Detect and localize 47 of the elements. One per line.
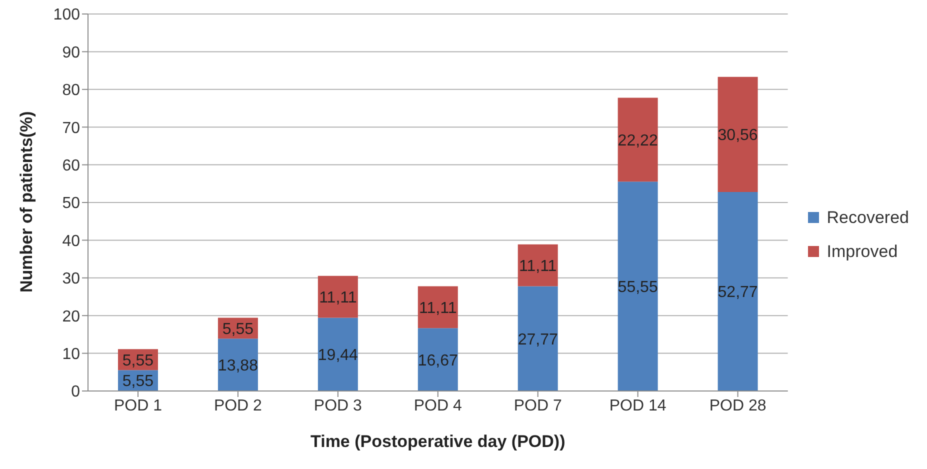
y-tick-label: 30	[62, 270, 80, 288]
bar	[518, 244, 558, 286]
bar	[718, 192, 758, 391]
x-tick-label: POD 4	[414, 397, 462, 414]
bar	[618, 182, 658, 391]
y-tick-label: 100	[53, 6, 80, 24]
data-label: 16,67	[418, 352, 458, 370]
data-label: 5,55	[222, 320, 254, 338]
data-label: 5,55	[122, 373, 154, 390]
data-label: 55,55	[618, 278, 658, 296]
y-tick-label: 40	[62, 232, 80, 250]
data-label: 11,11	[519, 258, 557, 276]
data-label: 19,44	[318, 347, 358, 364]
data-label: 5,55	[122, 352, 154, 370]
y-tick-label: 90	[62, 44, 80, 62]
x-tick-label: POD 3	[314, 397, 362, 414]
bar	[418, 328, 458, 391]
x-tick-label: POD 2	[214, 397, 262, 414]
data-label: 22,22	[618, 132, 658, 150]
data-label: 27,77	[518, 331, 558, 348]
bar	[318, 318, 358, 391]
x-tick-label: POD 7	[514, 397, 562, 414]
y-tick-label: 50	[62, 195, 80, 212]
x-axis-title: Time (Postoperative day (POD))	[310, 432, 566, 451]
y-tick-label: 70	[62, 120, 80, 137]
data-label: 11,11	[319, 289, 357, 306]
y-tick-label: 20	[62, 308, 80, 326]
legend-label: Improved	[826, 242, 898, 262]
x-tick-label: POD 1	[114, 397, 162, 414]
x-tick-label: POD 28	[709, 397, 766, 414]
legend-label: Recovered	[826, 208, 909, 228]
x-tick-label: POD 14	[609, 397, 666, 414]
y-tick-label: 10	[62, 346, 80, 363]
bar	[218, 338, 258, 391]
bar	[318, 276, 358, 318]
bar	[418, 286, 458, 328]
y-axis-title: Number of patients(%)	[17, 111, 36, 292]
y-tick-label: 60	[62, 157, 80, 174]
data-label: 11,11	[419, 300, 457, 317]
y-tick-label: 0	[71, 384, 80, 401]
y-tick-label: 80	[62, 82, 80, 100]
data-label: 13,88	[218, 358, 258, 375]
data-label: 30,56	[718, 127, 758, 144]
bar	[618, 98, 658, 182]
bar	[718, 76, 758, 192]
bar	[518, 286, 558, 391]
data-label: 52,77	[718, 284, 758, 302]
